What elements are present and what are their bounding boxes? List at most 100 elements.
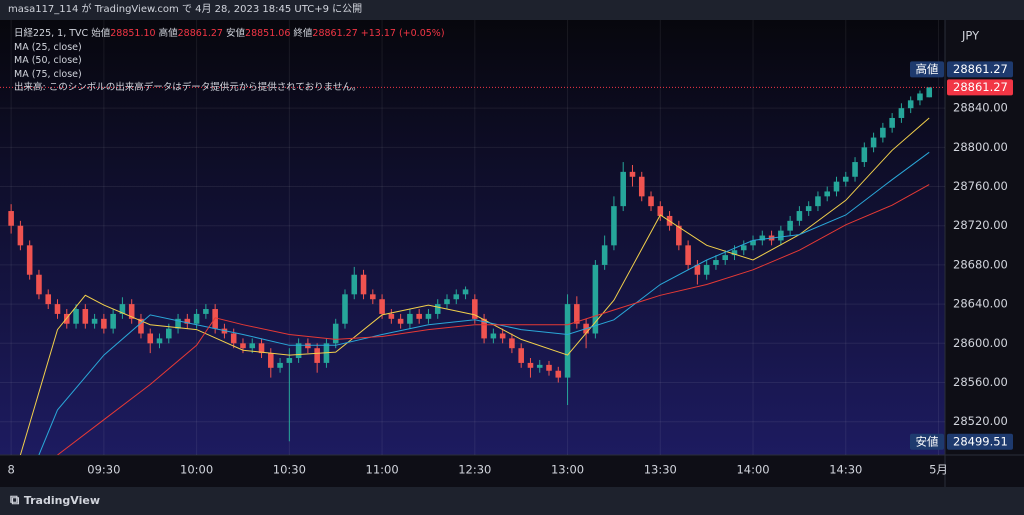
price-tag-label: 安値 [916, 434, 939, 448]
ma-line [19, 117, 930, 455]
candle-body [601, 245, 608, 265]
candle-body [425, 313, 432, 319]
candle-body [880, 127, 886, 138]
candle-body [397, 318, 404, 324]
y-tick-label: 28640.00 [953, 297, 1008, 311]
ohlc-label: 終値 [293, 28, 313, 39]
candle-body [453, 294, 460, 300]
ohlc-value: 28861.27 [312, 28, 358, 39]
legend: 日経225, 1, TVC 始値28851.10 高値28861.27 安値28… [14, 27, 445, 95]
candle-body [166, 328, 172, 339]
candle-body [434, 304, 441, 314]
candle-body [472, 299, 478, 319]
y-tick-label: 28520.00 [953, 414, 1008, 428]
x-tick-label: 13:00 [551, 463, 584, 477]
plot-background [0, 20, 945, 455]
candle-body [128, 304, 135, 319]
ohlc-value: 28861.27 [177, 28, 223, 39]
y-tick-label: 28800.00 [953, 140, 1008, 154]
currency: JPY [961, 29, 980, 43]
candle-body [574, 304, 580, 324]
ohlc-label: 安値 [226, 28, 246, 39]
candle-body [54, 304, 61, 314]
price-tag-label: 高値 [916, 62, 939, 76]
candle-body [889, 117, 895, 128]
candle-body [536, 364, 543, 368]
price-tag [947, 79, 1013, 96]
candle-body [101, 318, 107, 329]
candle-body [332, 323, 339, 344]
candle-body [907, 100, 914, 109]
candle-body [26, 245, 33, 275]
brand: TradingView [23, 494, 101, 507]
candle-body [509, 338, 515, 349]
candle-body [852, 162, 858, 177]
legend-row: MA (75, close) [14, 68, 445, 82]
legend-row: MA (25, close) [14, 41, 445, 55]
legend-entry: MA (25, close) [14, 41, 82, 53]
candle-body [676, 225, 682, 246]
price-tag-value: 28861.27 [953, 80, 1008, 94]
symbol: 日経225, 1, TVC [14, 28, 89, 39]
x-tick-label: 13:30 [644, 463, 677, 477]
candle-body [731, 250, 738, 256]
volume-note: 出来高: このシンボルの出来高データはデータ提供元から提供されておりません。 [14, 82, 362, 93]
y-tick-label: 28560.00 [953, 375, 1008, 389]
candle-body [620, 171, 626, 207]
candle-body [342, 294, 348, 324]
y-tick-label: 28720.00 [953, 218, 1008, 232]
candle-body [861, 147, 868, 163]
legend-row: 日経225, 1, TVC 始値28851.10 高値28861.27 安値28… [14, 27, 445, 41]
candle-body [119, 304, 126, 314]
legend-row: MA (50, close) [14, 54, 445, 68]
ohlc-value: 28851.06 [245, 28, 291, 39]
footer: ⧉ TradingView [0, 487, 1024, 515]
chart: JPY 28520.00 28560.00 28600.00 28640.00 2868… [0, 20, 1024, 487]
candle-body [815, 196, 821, 207]
candle-body [295, 343, 302, 359]
candle-body [416, 313, 422, 319]
candle-body [147, 333, 154, 344]
candle-body [8, 211, 14, 226]
share-header: masa117_114 が TradingView.com で 4月 28, 2… [0, 0, 1024, 20]
candle-body [462, 289, 469, 295]
x-tick-label: 8 [7, 463, 14, 477]
candle-body [778, 230, 784, 241]
time-axis [0, 455, 945, 487]
candle-body [805, 206, 812, 212]
y-tick-label: 28840.00 [953, 101, 1008, 115]
candle-body [481, 318, 487, 339]
candle-body [193, 313, 200, 324]
y-tick-label: 28680.00 [953, 257, 1008, 271]
candle-body [230, 333, 237, 344]
candle-body [351, 274, 358, 295]
candle-body [824, 191, 831, 197]
candle-body [379, 299, 385, 314]
candle-body [370, 294, 376, 300]
ohlc-value: 28851.10 [110, 28, 156, 39]
price-tag [947, 433, 1013, 450]
y-tick-label: 28600.00 [953, 336, 1008, 350]
ma-line [57, 184, 930, 455]
candle-body [629, 171, 636, 177]
x-tick-label: 10:00 [180, 463, 213, 477]
x-tick-label: 5月 [929, 463, 948, 477]
candle-body [750, 240, 756, 246]
candle-body [917, 93, 923, 101]
candle-body [258, 343, 265, 354]
candle-body [499, 333, 506, 339]
candle-body [212, 309, 218, 329]
candle-body [648, 196, 654, 207]
candle-body [444, 299, 450, 305]
candle-body [713, 260, 719, 265]
candle-body [703, 264, 710, 275]
candle-body [842, 176, 849, 182]
candle-body [36, 274, 42, 295]
x-tick-label: 10:30 [273, 463, 306, 477]
candle-body [787, 220, 793, 231]
candle-body [138, 318, 144, 334]
candle-body [240, 343, 246, 349]
candle-body [657, 206, 664, 216]
x-tick-label: 11:00 [366, 463, 399, 477]
